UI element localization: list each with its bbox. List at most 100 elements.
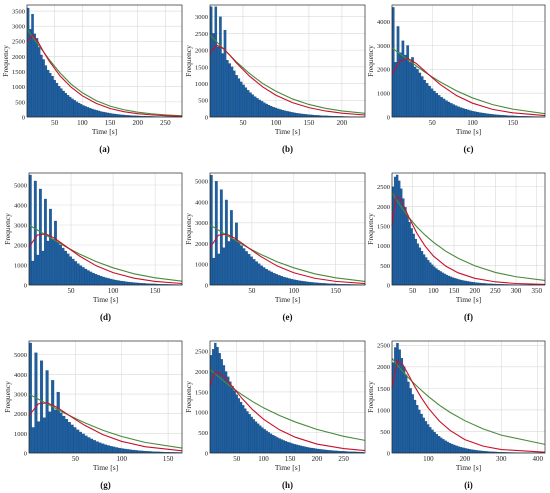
panel-a-bar <box>117 114 121 118</box>
panel-c-ytick-label: 0 <box>387 114 390 121</box>
panel-e-bar <box>282 276 286 286</box>
panel-c-bar <box>466 109 470 118</box>
panel-c-xtick-label: 100 <box>467 119 478 127</box>
panel-a-bar <box>106 112 110 118</box>
panel-e-bar <box>300 280 304 286</box>
panel-f-bar <box>422 254 426 286</box>
panel-d-bar <box>64 250 67 286</box>
panel-h-bar <box>327 450 330 454</box>
panel-c-bar <box>490 114 494 118</box>
panel-h-bar <box>325 449 328 454</box>
panel-e-bar <box>240 245 243 286</box>
panel-e-ytick-label: 4000 <box>195 199 208 206</box>
panel-e-bar <box>250 256 253 286</box>
panel-g-xtick-label: 100 <box>116 455 127 463</box>
panel-g-bar <box>120 448 124 454</box>
panel-h-bar <box>218 353 221 454</box>
panel-d-bar <box>44 198 47 286</box>
panel-e-bar <box>275 274 278 286</box>
panel-a-bar <box>102 111 105 118</box>
panel-b-bar <box>274 107 278 118</box>
panel-i-bar <box>418 409 421 454</box>
panel-d-bar <box>79 265 83 286</box>
panel-e-bar <box>285 277 289 286</box>
panel-g-bar <box>37 421 41 454</box>
panel-g-bar <box>103 444 108 454</box>
panel-a-ytick-label: 2000 <box>12 54 25 61</box>
panel-h-fit-red-line <box>209 370 366 452</box>
panel-b-bar <box>290 112 294 118</box>
panel-a-bar <box>91 108 94 118</box>
panel-c-bar <box>403 54 407 118</box>
panel-a-bar <box>60 88 63 118</box>
panel-g-bar <box>87 437 91 454</box>
panel-h-bar <box>280 439 283 454</box>
panel-a-bar <box>86 107 90 118</box>
panel-i-bar <box>426 424 430 454</box>
panel-f-ytick-label: 0 <box>387 282 390 289</box>
panel-i-bar <box>464 448 467 454</box>
panel-i-ytick-label: 500 <box>380 429 390 436</box>
panel-d-bar <box>99 275 103 286</box>
panel-g-bar <box>92 440 96 454</box>
panel-i-ytick-label: 1000 <box>377 407 390 414</box>
panel-i-bar <box>468 449 471 454</box>
panel-f-bar <box>433 266 436 286</box>
panel-h-bar <box>316 448 320 454</box>
panel-h-xtick-label: 150 <box>285 455 296 463</box>
panel-b-ytick-label: 500 <box>198 98 208 105</box>
panel-e-bar <box>229 210 233 286</box>
panel-b-ylabel: Frequency <box>184 45 193 77</box>
panel-c-bar <box>442 98 446 118</box>
panel-a-bar <box>49 72 52 118</box>
panel-i-ytick-label: 0 <box>387 450 390 457</box>
panel-h-ytick-label: 0 <box>205 450 208 457</box>
panel-d-bar <box>38 188 42 286</box>
panel-d-bar <box>86 270 90 286</box>
panel-c-bar <box>435 93 439 118</box>
panel-a-bar <box>64 92 67 118</box>
panel-c-bar <box>471 111 475 118</box>
panel-i-fit-red-line <box>391 359 546 453</box>
panel-i-xtick-label: 200 <box>460 455 471 463</box>
panel-a-xtick-label: 50 <box>51 119 59 127</box>
panel-b-bar <box>299 113 303 118</box>
panel-g-bar <box>117 447 121 454</box>
panel-f-caption: (f) <box>464 312 473 322</box>
panel-c-bar <box>401 40 405 118</box>
panel-i-bar <box>400 358 404 454</box>
panel-g-ytick-label: 0 <box>24 450 27 457</box>
panel-c-xlabel: Time [s] <box>456 127 481 136</box>
panel-e-ytick-label: 3000 <box>195 220 208 227</box>
panel-i-bar <box>431 429 434 454</box>
panel-b-caption: (b) <box>282 144 293 154</box>
panel-e-fit-red-line <box>209 233 366 285</box>
panel-i-bar <box>474 450 478 454</box>
panel-d-xlabel: Time [s] <box>93 295 118 304</box>
panel-g-bar <box>28 342 32 454</box>
panel-c-ytick-label: 2000 <box>377 67 390 74</box>
panel-a-bar <box>82 105 85 118</box>
panel-a-xtick-label: 100 <box>77 119 88 127</box>
panel-d-ytick-label: 0 <box>24 282 27 289</box>
panel-d-bar <box>49 208 52 286</box>
panel-g-bar <box>126 449 130 454</box>
panel-h-bar <box>284 441 288 454</box>
panel-h-fit-green-line <box>209 369 366 441</box>
panel-b-bar <box>244 87 248 118</box>
panel-a-ytick-label: 2500 <box>12 39 25 46</box>
panel-c-bar <box>478 112 482 118</box>
panel-c-bar <box>493 114 497 118</box>
panel-f-ytick-label: 1500 <box>377 223 390 230</box>
panel-i-bar <box>470 449 473 454</box>
panel-a-bar <box>77 102 81 118</box>
panel-e-bar <box>260 265 263 286</box>
panel-d-bar <box>81 267 85 286</box>
panel-b-xlabel: Time [s] <box>275 127 300 136</box>
panel-e-bar <box>222 247 226 286</box>
panel-d-bar <box>28 174 32 286</box>
panel-b-bar <box>216 46 220 118</box>
panel-d-bar <box>36 254 40 286</box>
panel-g-ytick-label: 2000 <box>14 411 27 418</box>
